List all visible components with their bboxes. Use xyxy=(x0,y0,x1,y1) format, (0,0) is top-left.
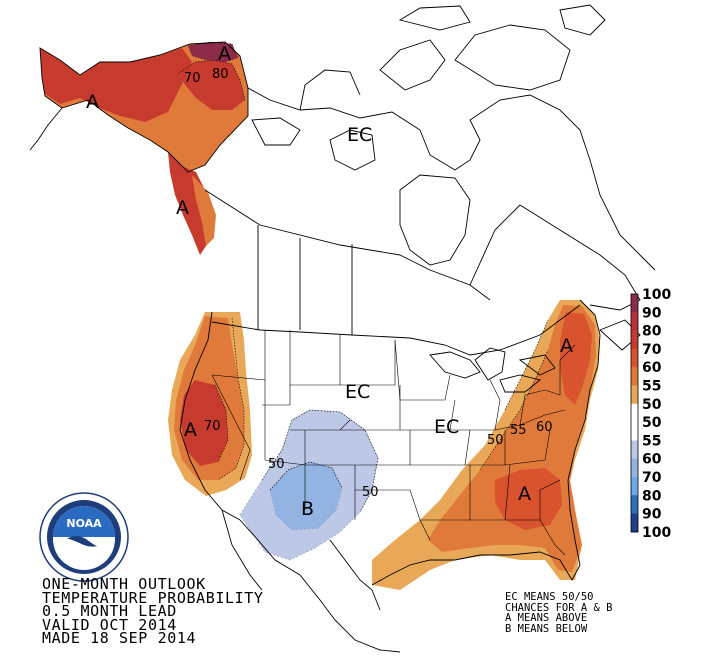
land-outlines xyxy=(29,4,656,653)
probability-contours xyxy=(177,41,549,513)
legend-swatch xyxy=(631,513,638,533)
label-west-coast: A xyxy=(184,419,197,441)
legend-swatch xyxy=(631,348,638,368)
legend-tick-label: 80 xyxy=(642,488,662,504)
legend-swatch xyxy=(631,458,638,478)
label-southwest: B xyxy=(301,498,314,520)
legend-swatch xyxy=(631,403,638,423)
contour-label-east-55: 55 xyxy=(510,423,527,438)
contour-label-east-50: 50 xyxy=(487,433,504,448)
note-line: EC MEANS 50/50 xyxy=(505,591,594,603)
note-line: CHANCES FOR A & B xyxy=(505,601,613,614)
ec-explanation-note: EC MEANS 50/50 CHANCES FOR A & B A MEANS… xyxy=(505,592,612,634)
noaa-logo-text: NOAA xyxy=(66,517,102,530)
note-line: B MEANS BELOW xyxy=(505,622,588,635)
label-canada-ec-north: EC xyxy=(347,124,372,146)
legend-swatch xyxy=(631,477,638,496)
label-canada-ec: EC xyxy=(345,381,370,403)
contour-label-west: 70 xyxy=(204,419,221,434)
legend-tick-label: 55 xyxy=(642,379,661,395)
southwest-below-area xyxy=(239,409,379,561)
outlook-title-block: ONE-MONTH OUTLOOK TEMPERATURE PROBABILIT… xyxy=(42,575,264,648)
contour-label-southwest-50b: 50 xyxy=(362,485,379,500)
legend-swatch xyxy=(631,312,638,332)
west-above-area xyxy=(168,312,252,496)
probability-legend: 100 90 80 70 60 55 50 50 55 60 70 80 90 100 xyxy=(630,287,671,541)
title-line: 0.5 MONTH LEAD xyxy=(42,602,177,621)
legend-tick-label: 50 xyxy=(642,397,662,413)
legend-swatch xyxy=(631,385,638,405)
label-central-ec: EC xyxy=(434,416,459,438)
label-southeast: A xyxy=(518,483,531,505)
legend-swatch xyxy=(631,440,638,460)
title-line: MADE 18 SEP 2014 xyxy=(42,629,197,648)
legend-swatch xyxy=(631,294,638,313)
legend-swatch xyxy=(631,495,638,515)
label-alaska-peak: A xyxy=(218,43,231,65)
legend-tick-label: 100 xyxy=(642,525,671,541)
legend-tick-label: 100 xyxy=(642,287,671,303)
legend-tick-label: 90 xyxy=(642,305,662,321)
label-northeast: A xyxy=(560,335,573,357)
alaska-above-area xyxy=(40,42,248,255)
label-alaska-west: A xyxy=(86,91,99,113)
legend-tick-label: 50 xyxy=(642,415,662,431)
contour-label-southwest-50: 50 xyxy=(268,457,285,472)
title-line: TEMPERATURE PROBABILITY xyxy=(42,588,264,607)
title-line: ONE-MONTH OUTLOOK xyxy=(42,575,206,593)
legend-swatch xyxy=(631,367,638,386)
legend-tick-label: 90 xyxy=(642,507,662,523)
legend-swatch xyxy=(631,422,638,441)
title-line: VALID OCT 2014 xyxy=(42,615,177,634)
contour-label-alaska: 70 xyxy=(184,71,201,86)
legend-swatch xyxy=(631,330,638,350)
legend-bar-outline xyxy=(630,293,639,533)
contour-label-alaska-80: 80 xyxy=(212,67,229,82)
label-panhandle: A xyxy=(176,197,189,219)
legend-tick-label: 60 xyxy=(642,360,662,376)
contour-labels: 70 80 70 50 50 50 55 60 xyxy=(184,67,553,500)
region-labels: A A A A A A B EC EC EC xyxy=(86,43,573,520)
noaa-logo: NOAA xyxy=(39,492,129,582)
note-line: A MEANS ABOVE xyxy=(505,612,588,624)
contour-label-east-60: 60 xyxy=(536,420,553,435)
legend-tick-label: 70 xyxy=(642,470,662,486)
legend-tick-label: 70 xyxy=(642,342,662,358)
legend-tick-label: 60 xyxy=(642,452,662,468)
legend-tick-label: 55 xyxy=(642,433,661,449)
legend-tick-label: 80 xyxy=(642,324,662,340)
